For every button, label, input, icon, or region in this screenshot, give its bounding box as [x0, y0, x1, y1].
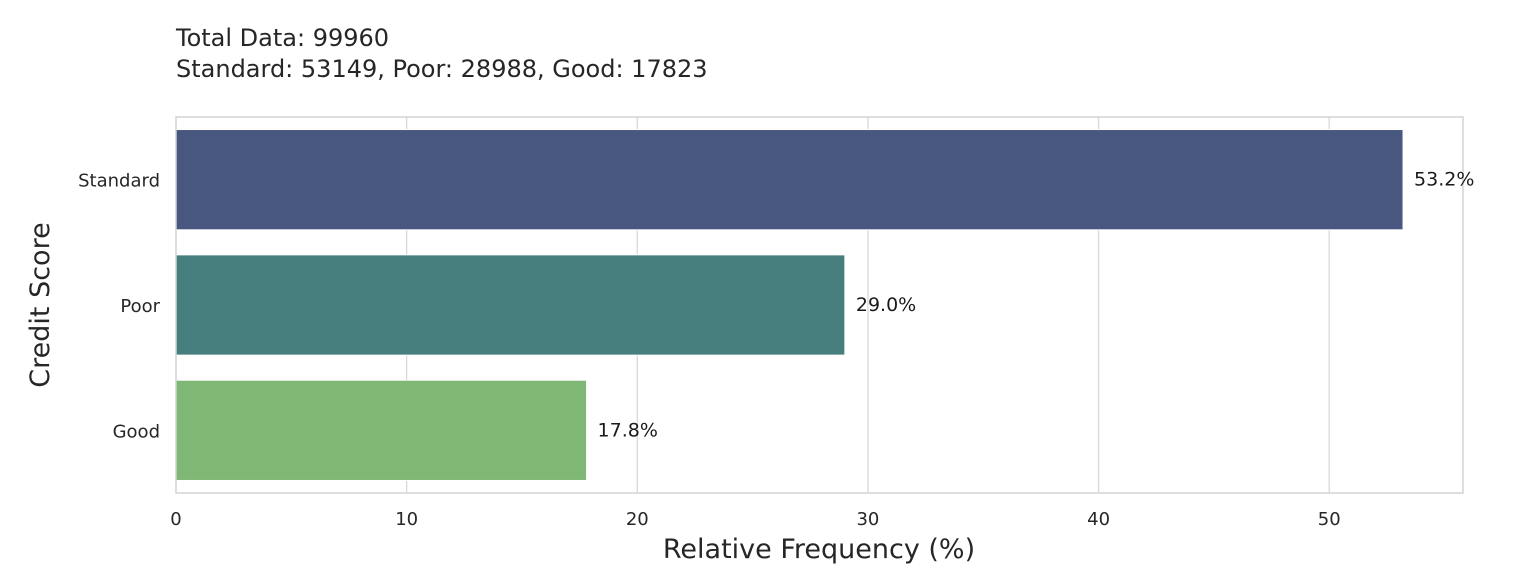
x-tick-label: 0	[170, 509, 181, 530]
x-tick-label: 50	[1318, 509, 1341, 530]
x-axis-label: Relative Frequency (%)	[663, 534, 975, 565]
y-tick-labels: Standard Poor Good	[78, 171, 160, 443]
bar-standard	[175, 129, 1404, 231]
chart-title: Total Data: 99960 Standard: 53149, Poor:…	[175, 24, 708, 83]
bar-value-label: 53.2%	[1414, 169, 1474, 191]
y-tick-label: Good	[113, 421, 160, 442]
y-tick-label: Poor	[120, 296, 160, 317]
x-tick-label: 20	[626, 509, 649, 530]
title-line-1: Total Data: 99960	[175, 24, 389, 52]
bars	[175, 129, 1404, 481]
x-tick-labels: 0 10 20 30 40 50	[170, 509, 1340, 530]
x-tick-label: 10	[395, 509, 418, 530]
x-tick-label: 30	[856, 509, 879, 530]
plot-frame	[175, 116, 1464, 494]
bar-good	[175, 379, 588, 481]
bar-value-labels: 53.2% 29.0% 17.8%	[598, 169, 1475, 442]
y-tick-label: Standard	[78, 171, 160, 192]
bar-poor	[175, 254, 846, 356]
title-line-2: Standard: 53149, Poor: 28988, Good: 1782…	[176, 55, 708, 83]
bar-value-label: 29.0%	[856, 294, 916, 316]
y-axis-label: Credit Score	[25, 222, 56, 387]
x-tick-label: 40	[1087, 509, 1110, 530]
bar-value-label: 17.8%	[598, 419, 658, 441]
